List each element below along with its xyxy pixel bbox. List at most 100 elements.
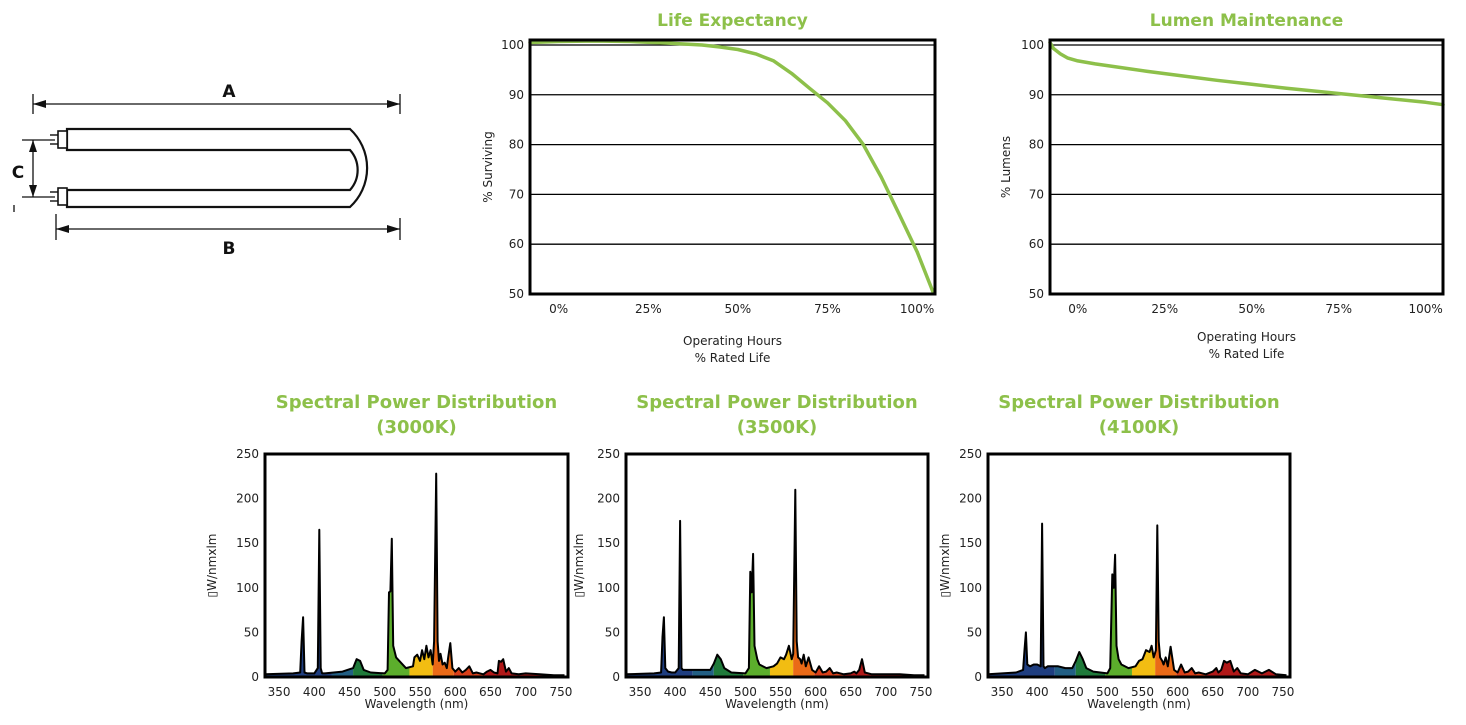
dimension-a-arrow-left bbox=[33, 100, 46, 108]
plot-frame bbox=[624, 452, 930, 679]
chart-5: Spectral Power Distribution (4100K) 0 50 100… bbox=[938, 392, 1294, 711]
chart-title: Life Expectancy bbox=[657, 11, 808, 31]
spectrum-band bbox=[988, 523, 1055, 677]
plot-frame bbox=[263, 452, 570, 679]
dimension-c-arrow-top bbox=[29, 140, 37, 152]
spectrum-band bbox=[353, 473, 383, 677]
plot-frame bbox=[986, 452, 1292, 679]
y-tick-label: 0 bbox=[251, 670, 259, 684]
spectrum-band bbox=[713, 489, 744, 677]
y-axis-label: ▯W/nmxlm bbox=[938, 534, 952, 598]
spectrum-band bbox=[814, 489, 844, 677]
x-tick-label: 700 bbox=[514, 685, 537, 699]
x-tick-label: 650 bbox=[839, 685, 862, 699]
y-tick-label: 70 bbox=[509, 187, 524, 201]
y-tick-label: 0 bbox=[974, 670, 982, 684]
x-axis-label: Wavelength (nm) bbox=[365, 697, 469, 711]
x-tick-label: 750 bbox=[1272, 685, 1295, 699]
y-tick-label: 150 bbox=[597, 536, 620, 550]
chart-title: (3000K) bbox=[376, 417, 457, 438]
x-tick-label: 400 bbox=[1026, 685, 1049, 699]
x-tick-label: 500 bbox=[734, 685, 757, 699]
x-tick-label: 350 bbox=[268, 685, 291, 699]
y-tick-label: 90 bbox=[509, 88, 524, 102]
x-tick-label: 550 bbox=[769, 685, 792, 699]
chart-title: Lumen Maintenance bbox=[1150, 11, 1343, 31]
spectrum-band bbox=[1205, 523, 1287, 677]
plot-frame bbox=[528, 38, 937, 296]
dimension-a-label: A bbox=[222, 82, 236, 102]
x-tick-label: 500 bbox=[373, 685, 396, 699]
x-axis-label: Wavelength (nm) bbox=[725, 697, 829, 711]
dimension-c-label: C bbox=[12, 163, 24, 183]
spectrum-band bbox=[1054, 523, 1076, 677]
x-tick-label: 600 bbox=[444, 685, 467, 699]
y-axis-label: % Surviving bbox=[481, 131, 495, 202]
x-axis-sublabel: % Rated Life bbox=[695, 351, 771, 365]
chart-title: Spectral Power Distribution bbox=[998, 392, 1279, 413]
x-axis-label: Wavelength (nm) bbox=[1087, 697, 1191, 711]
y-tick-label: 50 bbox=[1029, 287, 1044, 301]
x-tick-label: 600 bbox=[1166, 685, 1189, 699]
x-tick-label: 450 bbox=[699, 685, 722, 699]
spectrum-band bbox=[626, 489, 693, 677]
spectrum-band bbox=[1131, 523, 1156, 677]
y-tick-label: 0 bbox=[612, 670, 620, 684]
y-tick-label: 60 bbox=[509, 237, 524, 251]
x-tick-label: 400 bbox=[303, 685, 326, 699]
y-tick-label: 60 bbox=[1029, 237, 1044, 251]
x-tick-label: 75% bbox=[1325, 302, 1352, 316]
x-tick-label: 750 bbox=[550, 685, 573, 699]
y-tick-label: 100 bbox=[959, 581, 982, 595]
spectrum-band bbox=[743, 489, 770, 677]
lamp-end-cap-top bbox=[57, 130, 68, 149]
y-tick-label: 200 bbox=[597, 492, 620, 506]
x-axis-label: Operating Hours bbox=[1197, 330, 1296, 344]
x-tick-label: 650 bbox=[479, 685, 502, 699]
spectrum-band bbox=[1176, 523, 1206, 677]
y-tick-label: 70 bbox=[1029, 187, 1044, 201]
x-tick-label: 25% bbox=[635, 302, 662, 316]
spectrum-band bbox=[382, 473, 410, 677]
y-tick-label: 80 bbox=[509, 138, 524, 152]
y-tick-label: 150 bbox=[236, 536, 259, 550]
spectrum-color-fill bbox=[626, 489, 925, 677]
x-tick-label: 350 bbox=[629, 685, 652, 699]
series-line bbox=[625, 488, 925, 677]
series-line bbox=[1048, 40, 1445, 107]
dimension-a-arrow-right bbox=[387, 100, 400, 108]
plot-frame bbox=[1048, 38, 1445, 296]
y-tick-label: 250 bbox=[236, 447, 259, 461]
spectrum-band bbox=[843, 489, 925, 677]
spectrum-band bbox=[1075, 523, 1106, 677]
spectrum-band bbox=[1105, 523, 1132, 677]
y-tick-label: 50 bbox=[244, 625, 259, 639]
y-tick-label: 250 bbox=[959, 447, 982, 461]
x-tick-label: 600 bbox=[804, 685, 827, 699]
x-tick-label: 700 bbox=[874, 685, 897, 699]
spectrum-color-fill bbox=[988, 523, 1287, 677]
x-tick-label: 700 bbox=[1236, 685, 1259, 699]
x-tick-label: 750 bbox=[910, 685, 933, 699]
charts-layer: Life Expectancy 50 60 70 80 90 100 0% 25% 50% 75% 1… bbox=[205, 11, 1445, 711]
y-tick-label: 50 bbox=[605, 625, 620, 639]
chart-title: (4100K) bbox=[1099, 417, 1180, 438]
spectrum-color-fill bbox=[265, 473, 565, 677]
series-line bbox=[987, 522, 1287, 677]
x-tick-label: 350 bbox=[991, 685, 1014, 699]
x-tick-label: 0% bbox=[549, 302, 568, 316]
x-tick-label: 0% bbox=[1068, 302, 1087, 316]
chart-4: Spectral Power Distribution (3500K) 0 50 100… bbox=[572, 392, 932, 711]
x-tick-label: 450 bbox=[1061, 685, 1084, 699]
dimension-b-label: B bbox=[223, 239, 236, 259]
x-tick-label: 75% bbox=[814, 302, 841, 316]
y-tick-label: 200 bbox=[236, 492, 259, 506]
x-tick-label: 25% bbox=[1151, 302, 1178, 316]
spectrum-band bbox=[692, 489, 714, 677]
chart-title: (3500K) bbox=[737, 417, 818, 438]
spectrum-band bbox=[331, 473, 354, 677]
series-line bbox=[264, 472, 565, 677]
x-tick-label: 400 bbox=[664, 685, 687, 699]
x-tick-label: 50% bbox=[1238, 302, 1265, 316]
